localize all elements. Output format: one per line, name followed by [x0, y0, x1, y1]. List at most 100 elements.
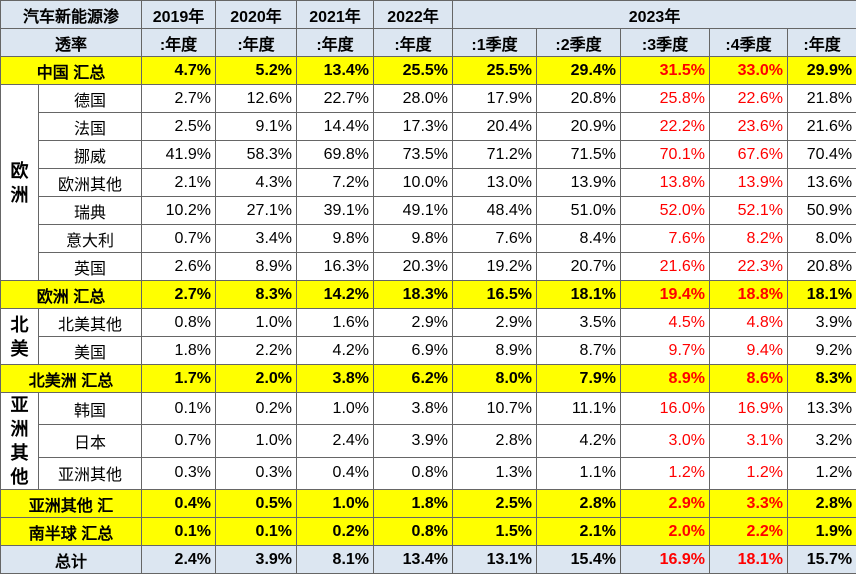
value-cell: 0.5%: [216, 490, 297, 518]
value-cell: 11.1%: [537, 393, 621, 425]
value-cell: 8.6%: [710, 365, 788, 393]
value-cell: 4.8%: [710, 309, 788, 337]
value-cell: 71.2%: [453, 141, 537, 169]
value-cell: 8.1%: [297, 546, 374, 574]
value-cell: 0.4%: [297, 457, 374, 489]
value-cell: 50.9%: [788, 197, 856, 225]
value-cell: 15.4%: [537, 546, 621, 574]
value-cell: 20.4%: [453, 113, 537, 141]
value-cell: 13.6%: [788, 169, 856, 197]
value-cell: 22.7%: [297, 85, 374, 113]
value-cell: 2.2%: [216, 337, 297, 365]
value-cell: 22.3%: [710, 253, 788, 281]
header-cell: :年度: [374, 29, 453, 57]
value-cell: 7.2%: [297, 169, 374, 197]
value-cell: 67.6%: [710, 141, 788, 169]
value-cell: 13.4%: [297, 57, 374, 85]
value-cell: 8.4%: [537, 225, 621, 253]
header-cell: :年度: [297, 29, 374, 57]
value-cell: 6.9%: [374, 337, 453, 365]
value-cell: 13.9%: [537, 169, 621, 197]
value-cell: 13.8%: [621, 169, 710, 197]
value-cell: 1.0%: [297, 490, 374, 518]
value-cell: 15.7%: [788, 546, 856, 574]
row-label: 日本: [39, 425, 142, 457]
value-cell: 52.0%: [621, 197, 710, 225]
value-cell: 20.7%: [537, 253, 621, 281]
value-cell: 13.9%: [710, 169, 788, 197]
header-cell: 2022年: [374, 1, 453, 29]
value-cell: 2.8%: [453, 425, 537, 457]
value-cell: 29.4%: [537, 57, 621, 85]
value-cell: 0.8%: [142, 309, 216, 337]
value-cell: 2.9%: [621, 490, 710, 518]
value-cell: 2.7%: [142, 281, 216, 309]
value-cell: 21.6%: [621, 253, 710, 281]
value-cell: 8.9%: [621, 365, 710, 393]
value-cell: 2.0%: [621, 518, 710, 546]
value-cell: 2.9%: [453, 309, 537, 337]
value-cell: 25.8%: [621, 85, 710, 113]
value-cell: 3.8%: [374, 393, 453, 425]
value-cell: 20.8%: [788, 253, 856, 281]
value-cell: 33.0%: [710, 57, 788, 85]
value-cell: 20.8%: [537, 85, 621, 113]
row-label: 欧洲其他: [39, 169, 142, 197]
value-cell: 29.9%: [788, 57, 856, 85]
value-cell: 4.5%: [621, 309, 710, 337]
value-cell: 8.3%: [216, 281, 297, 309]
value-cell: 28.0%: [374, 85, 453, 113]
row-label: 亚洲其他: [39, 457, 142, 489]
header-cell: 透率: [1, 29, 142, 57]
value-cell: 4.3%: [216, 169, 297, 197]
value-cell: 22.6%: [710, 85, 788, 113]
value-cell: 2.8%: [537, 490, 621, 518]
value-cell: 7.6%: [453, 225, 537, 253]
value-cell: 21.8%: [788, 85, 856, 113]
value-cell: 16.5%: [453, 281, 537, 309]
row-label: 韩国: [39, 393, 142, 425]
value-cell: 2.7%: [142, 85, 216, 113]
value-cell: 4.7%: [142, 57, 216, 85]
header-cell: 2021年: [297, 1, 374, 29]
value-cell: 21.6%: [788, 113, 856, 141]
value-cell: 3.4%: [216, 225, 297, 253]
value-cell: 22.2%: [621, 113, 710, 141]
value-cell: 8.0%: [453, 365, 537, 393]
row-label: 英国: [39, 253, 142, 281]
value-cell: 16.9%: [710, 393, 788, 425]
value-cell: 16.3%: [297, 253, 374, 281]
value-cell: 8.2%: [710, 225, 788, 253]
value-cell: 1.0%: [216, 425, 297, 457]
value-cell: 1.2%: [621, 457, 710, 489]
total-label: 总计: [1, 546, 142, 574]
value-cell: 6.2%: [374, 365, 453, 393]
value-cell: 69.8%: [297, 141, 374, 169]
value-cell: 58.3%: [216, 141, 297, 169]
value-cell: 18.3%: [374, 281, 453, 309]
value-cell: 8.3%: [788, 365, 856, 393]
header-cell: :1季度: [453, 29, 537, 57]
header-cell: :3季度: [621, 29, 710, 57]
value-cell: 0.1%: [216, 518, 297, 546]
value-cell: 0.1%: [142, 518, 216, 546]
value-cell: 20.3%: [374, 253, 453, 281]
value-cell: 13.3%: [788, 393, 856, 425]
value-cell: 13.4%: [374, 546, 453, 574]
value-cell: 2.5%: [453, 490, 537, 518]
summary-label: 南半球 汇总: [1, 518, 142, 546]
